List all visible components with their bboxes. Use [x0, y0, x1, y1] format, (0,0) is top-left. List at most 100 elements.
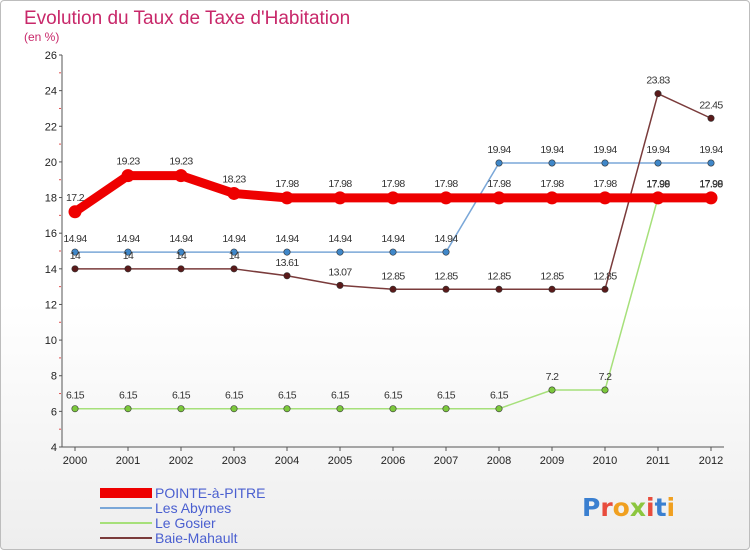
data-label: 17.98: [593, 178, 617, 190]
data-label: 14.94: [63, 233, 87, 245]
data-point: [121, 169, 135, 183]
data-point: [548, 159, 556, 167]
data-label: 17.98: [487, 178, 511, 190]
data-label: 6.15: [331, 390, 350, 402]
data-label: 7.2: [599, 371, 613, 383]
data-point: [230, 248, 238, 256]
data-label: 14.94: [222, 233, 246, 245]
logo-letter: i: [667, 493, 676, 522]
data-point: [68, 205, 82, 219]
data-label: 19.23: [116, 156, 140, 168]
data-point: [704, 191, 718, 205]
x-tick-label: 2009: [540, 455, 564, 467]
data-point: [283, 248, 291, 256]
data-point: [177, 265, 185, 273]
data-label: 6.15: [172, 390, 191, 402]
data-point: [230, 405, 238, 413]
data-label: 14.94: [169, 233, 193, 245]
data-point: [707, 159, 715, 167]
y-tick-label: 26: [45, 50, 57, 62]
series-pointe-pitre: [68, 169, 718, 219]
y-tick-label: 22: [45, 121, 57, 133]
data-point: [280, 191, 294, 205]
y-ticks: 4 6 8 10 12 14 16 18 20 22 24 26: [45, 50, 62, 454]
data-point: [442, 405, 450, 413]
data-label: 17.98: [275, 178, 299, 190]
data-point: [124, 265, 132, 273]
x-tick-label: 2010: [593, 455, 617, 467]
data-label: 14.94: [328, 233, 352, 245]
x-tick-label: 2002: [169, 455, 193, 467]
y-tick-label: 4: [51, 442, 57, 454]
data-point: [336, 281, 344, 289]
data-label: 12.85: [593, 270, 617, 282]
x-tick-label: 2004: [275, 455, 299, 467]
legend-label: POINTE-à-PITRE: [155, 485, 265, 501]
data-point: [601, 386, 609, 394]
data-label: 14: [176, 250, 187, 262]
x-tick-label: 2001: [116, 455, 140, 467]
data-point: [71, 265, 79, 273]
data-labels: 14.94 14.94 14.94 14.94 14.94 14.94 14.94 14.94…: [63, 75, 724, 402]
data-point: [442, 248, 450, 256]
y-tick-label: 6: [51, 406, 57, 418]
series-layer: [68, 90, 718, 413]
data-label: 17.98: [381, 178, 405, 190]
logo-letter: i: [646, 493, 655, 522]
data-point: [495, 159, 503, 167]
logo-letter: t: [655, 493, 667, 522]
data-point: [495, 285, 503, 293]
data-label: 6.15: [66, 390, 85, 402]
data-label: 12.85: [487, 270, 511, 282]
data-point: [495, 405, 503, 413]
data-point: [654, 90, 662, 98]
data-label: 22.45: [699, 99, 723, 111]
data-label: 14.94: [116, 233, 140, 245]
data-label: 6.15: [225, 390, 244, 402]
legend-label: Le Gosier: [155, 515, 216, 531]
data-point: [601, 159, 609, 167]
chart-subtitle: (en %): [24, 30, 59, 44]
data-label: 19.94: [593, 144, 617, 156]
data-point: [601, 285, 609, 293]
logo-letter: x: [630, 493, 646, 522]
data-point: [492, 191, 506, 205]
data-label: 17.98: [328, 178, 352, 190]
x-ticks: 2000 2001 2002 2003 2004 2005 2006 2007 2008 2009…: [63, 447, 723, 467]
data-label: 14.94: [434, 233, 458, 245]
data-point: [333, 191, 347, 205]
data-label: 19.94: [699, 144, 723, 156]
data-label: 6.15: [384, 390, 403, 402]
data-point: [598, 191, 612, 205]
data-label: 12.85: [381, 270, 405, 282]
data-point: [124, 405, 132, 413]
data-label: 14.94: [275, 233, 299, 245]
data-label: 19.94: [540, 144, 564, 156]
series-le-gosier: [71, 194, 715, 413]
logo-letter: r: [600, 493, 613, 522]
data-point: [442, 285, 450, 293]
data-label: 19.23: [169, 156, 193, 168]
data-point: [336, 248, 344, 256]
x-tick-label: 2003: [222, 455, 246, 467]
y-tick-label: 10: [45, 335, 57, 347]
data-label: 12.85: [434, 270, 458, 282]
data-label: 14: [123, 250, 134, 262]
y-tick-label: 8: [51, 371, 57, 383]
data-label: 12.85: [540, 270, 564, 282]
data-label: 17.98: [434, 178, 458, 190]
series-les-abymes: [71, 159, 715, 256]
data-point: [545, 191, 559, 205]
data-point: [283, 272, 291, 280]
data-label: 23.83: [646, 75, 670, 87]
data-label: 6.15: [278, 390, 297, 402]
series-line: [74, 196, 712, 410]
data-point: [548, 386, 556, 394]
x-tick-label: 2007: [434, 455, 458, 467]
data-point: [386, 191, 400, 205]
data-point: [389, 285, 397, 293]
data-point: [177, 248, 185, 256]
data-point: [548, 285, 556, 293]
legend-label: Baie-Mahault: [155, 530, 238, 546]
